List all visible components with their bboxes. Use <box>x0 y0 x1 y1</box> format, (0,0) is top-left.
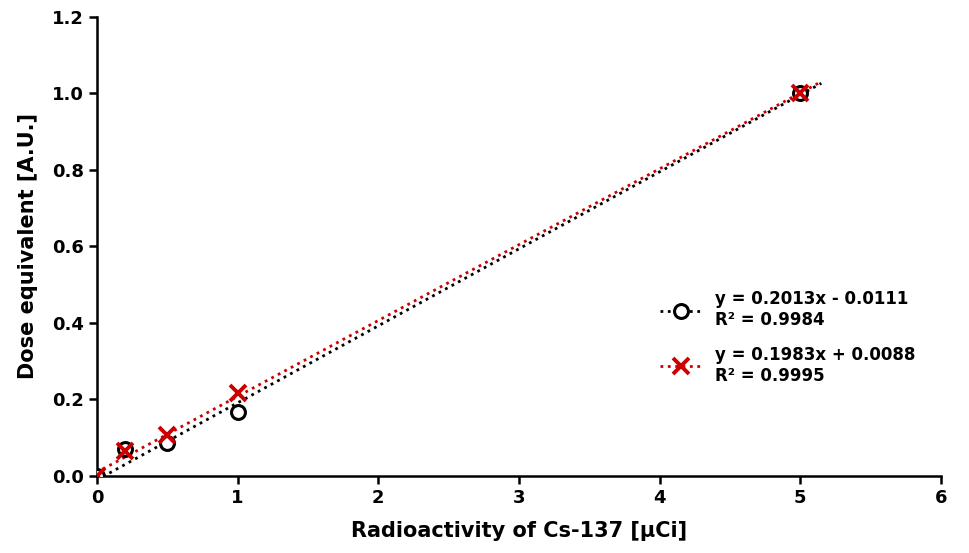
Y-axis label: Dose equivalent [A.U.]: Dose equivalent [A.U.] <box>17 113 38 379</box>
X-axis label: Radioactivity of Cs-137 [μCi]: Radioactivity of Cs-137 [μCi] <box>351 521 686 541</box>
Legend: y = 0.2013x - 0.0111
R² = 0.9984, y = 0.1983x + 0.0088
R² = 0.9995: y = 0.2013x - 0.0111 R² = 0.9984, y = 0.… <box>660 290 915 385</box>
